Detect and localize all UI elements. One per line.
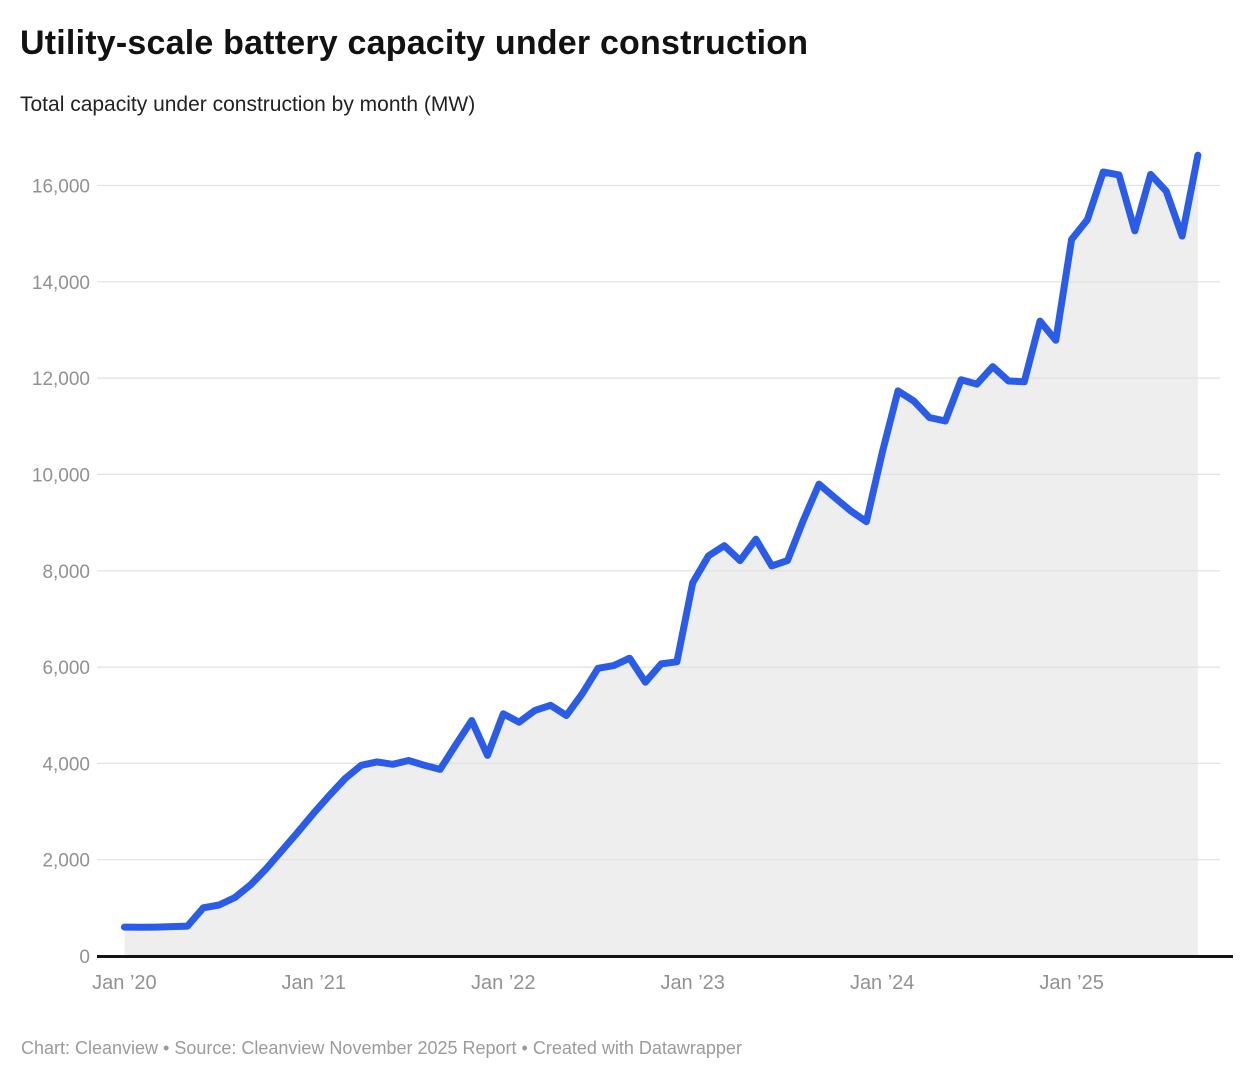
x-axis-label: Jan ’22 bbox=[471, 972, 536, 994]
x-axis-label: Jan ’21 bbox=[282, 972, 347, 994]
x-axis-label: Jan ’24 bbox=[850, 972, 915, 994]
y-axis-label: 14,000 bbox=[32, 273, 90, 294]
area-fill bbox=[124, 155, 1198, 956]
y-axis-label: 16,000 bbox=[32, 177, 90, 198]
y-axis-label: 4,000 bbox=[42, 754, 90, 775]
x-axis-label: Jan ’23 bbox=[660, 972, 725, 994]
y-axis-label: 12,000 bbox=[32, 369, 90, 390]
chart-subtitle: Total capacity under construction by mon… bbox=[20, 93, 476, 116]
y-axis-label: 6,000 bbox=[42, 658, 90, 679]
y-axis-label: 0 bbox=[79, 947, 90, 968]
chart-title: Utility-scale battery capacity under con… bbox=[20, 24, 809, 62]
y-axis-label: 10,000 bbox=[32, 465, 90, 486]
y-axis-label: 2,000 bbox=[42, 851, 90, 872]
x-axis-label: Jan ’20 bbox=[92, 972, 157, 994]
data-line bbox=[120, 151, 1202, 931]
chart-footer-attribution: Chart: Cleanview • Source: Cleanview Nov… bbox=[21, 1038, 742, 1058]
y-axis-label: 8,000 bbox=[42, 562, 90, 583]
x-axis-label: Jan ’25 bbox=[1039, 972, 1104, 994]
